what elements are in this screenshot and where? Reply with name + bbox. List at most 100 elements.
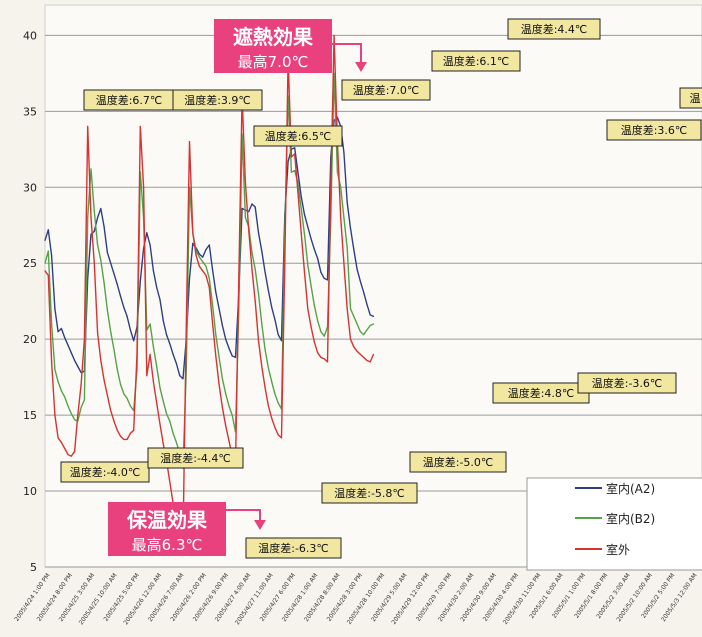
series-point-0 xyxy=(172,353,174,355)
series-point-0 xyxy=(116,283,118,286)
callout-heat-box xyxy=(214,19,332,73)
series-point-0 xyxy=(271,306,273,308)
series-point-1 xyxy=(90,168,92,170)
series-point-1 xyxy=(211,303,214,305)
series-point-1 xyxy=(343,217,345,219)
series-point-0 xyxy=(310,238,312,240)
series-point-0 xyxy=(267,290,269,292)
series-point-1 xyxy=(80,406,82,409)
series-point-2 xyxy=(215,355,217,357)
series-point-1 xyxy=(290,171,292,173)
series-point-1 xyxy=(100,259,102,261)
series-point-1 xyxy=(303,233,306,235)
data-label-text: 温度差:3.9℃ xyxy=(184,93,251,107)
data-label-text: 温度差:4.8℃ xyxy=(508,386,575,400)
y-tick-label: 40 xyxy=(23,29,37,42)
series-point-0 xyxy=(221,324,223,327)
series-point-1 xyxy=(221,378,223,380)
series-point-1 xyxy=(205,265,207,267)
series-point-2 xyxy=(333,34,335,37)
series-point-2 xyxy=(87,125,89,128)
data-label-box xyxy=(679,87,702,109)
series-point-0 xyxy=(228,347,230,349)
series-point-0 xyxy=(257,232,260,234)
series-point-2 xyxy=(310,326,312,328)
y-tick-label: 10 xyxy=(23,485,37,498)
series-point-2 xyxy=(143,186,145,188)
callout-heat-arrowhead xyxy=(355,62,367,72)
data-label-text: 温度差:4.4℃ xyxy=(521,22,588,36)
series-point-0 xyxy=(64,337,66,339)
series-point-1 xyxy=(113,349,115,351)
data-label: 温度差:-6.3℃ xyxy=(245,537,342,559)
data-label-text: 温度差:-5.0℃ xyxy=(423,455,494,469)
series-point-1 xyxy=(123,393,125,395)
series-point-1 xyxy=(366,329,368,331)
series-point-0 xyxy=(234,356,237,358)
series-point-2 xyxy=(372,353,375,355)
series-point-2 xyxy=(136,353,138,355)
series-point-1 xyxy=(356,323,358,325)
series-point-0 xyxy=(323,277,325,279)
data-label-box xyxy=(431,50,521,72)
series-point-2 xyxy=(139,125,141,128)
series-point-0 xyxy=(97,217,99,219)
series-point-0 xyxy=(277,334,279,336)
series-point-0 xyxy=(264,271,266,273)
series-point-2 xyxy=(254,300,256,302)
data-label-box xyxy=(577,372,677,394)
series-point-2 xyxy=(277,434,279,436)
series-point-2 xyxy=(208,286,210,289)
series-point-0 xyxy=(313,248,315,251)
series-point-2 xyxy=(363,356,365,358)
series-point-1 xyxy=(152,346,154,348)
series-point-0 xyxy=(100,207,102,210)
series-point-2 xyxy=(202,270,204,272)
series-point-0 xyxy=(188,277,191,279)
series-point-1 xyxy=(369,324,371,327)
legend-label-a2: 室内(A2) xyxy=(606,481,655,496)
series-point-0 xyxy=(205,248,207,251)
series-point-1 xyxy=(97,244,99,246)
data-label-text: 温度差:6.5℃ xyxy=(265,129,332,143)
series-point-2 xyxy=(353,346,355,348)
series-point-2 xyxy=(185,323,187,325)
series-point-2 xyxy=(126,438,128,440)
series-point-0 xyxy=(202,256,204,258)
series-point-2 xyxy=(60,441,63,443)
series-point-0 xyxy=(54,308,56,310)
series-point-2 xyxy=(346,308,348,310)
series-point-2 xyxy=(359,353,361,355)
series-point-2 xyxy=(80,384,82,386)
series-point-2 xyxy=(149,353,151,355)
series-point-1 xyxy=(274,393,276,395)
data-label-box xyxy=(321,482,418,504)
series-point-2 xyxy=(340,217,342,219)
series-point-2 xyxy=(159,423,161,425)
series-point-2 xyxy=(271,417,273,419)
series-point-0 xyxy=(165,334,168,336)
series-point-2 xyxy=(366,359,368,361)
series-point-2 xyxy=(284,262,286,264)
series-point-2 xyxy=(248,229,250,231)
legend-box xyxy=(526,477,702,571)
series-point-0 xyxy=(372,315,375,317)
series-point-0 xyxy=(231,355,233,357)
series-point-2 xyxy=(120,435,122,437)
series-point-2 xyxy=(51,361,53,363)
series-point-2 xyxy=(211,321,214,324)
series-layer xyxy=(44,34,375,541)
series-point-1 xyxy=(346,247,348,249)
series-point-0 xyxy=(87,277,89,279)
series-point-0 xyxy=(356,268,358,270)
series-point-2 xyxy=(297,191,299,193)
series-point-2 xyxy=(303,271,306,273)
series-point-0 xyxy=(215,291,217,293)
series-point-2 xyxy=(44,270,46,272)
series-point-0 xyxy=(294,147,296,149)
series-point-0 xyxy=(51,255,53,257)
series-point-0 xyxy=(67,344,69,346)
data-label-text: 温度差:-3.6℃ xyxy=(592,376,663,390)
series-point-2 xyxy=(218,384,220,386)
series-point-2 xyxy=(264,387,266,389)
